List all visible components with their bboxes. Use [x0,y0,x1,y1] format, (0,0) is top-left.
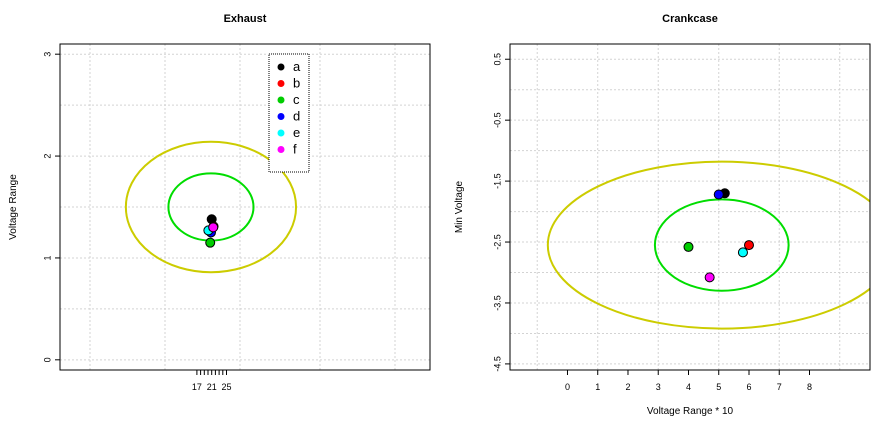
y-tick-label: 0.5 [492,53,502,66]
x-axis-label: Voltage Range * 10 [647,406,734,417]
point-c [683,241,694,252]
legend-marker-f [277,146,285,153]
y-axis: 0 1 2 3 [42,52,60,362]
reference-circles [546,160,870,330]
y-tick-label: 1 [42,255,52,260]
x-tick-label: 2 [625,382,630,392]
x-tick-label: 0 [565,382,570,392]
y-tick-label: 2 [42,154,52,159]
x-tick-label: 21 [207,382,217,392]
panel-crankcase: 0.5 -0.5 -1.5 -2.5 -3.5 -4.5 0 1 2 3 4 5 6 7 8 Crankcas… [454,13,871,417]
legend-label-d: d [293,109,300,124]
outer-circle [546,160,870,330]
x-tick-label: 7 [777,382,782,392]
legend-label-a: a [293,59,301,74]
outer-circle [124,140,298,274]
x-tick-label: 8 [807,382,812,392]
legend-marker-d [277,113,285,120]
points [683,188,754,283]
points [203,214,219,248]
y-tick-label: 3 [42,52,52,57]
x-tick-label: 4 [686,382,691,392]
x-axis: 0 1 2 3 4 5 6 7 8 [565,370,812,392]
y-tick-label: 0 [42,357,52,362]
x-tick-label: 17 [192,382,202,392]
x-tick-label: 25 [221,382,231,392]
point-f [208,222,219,233]
point-b [743,240,754,251]
point-e [737,247,748,258]
chart-title: Exhaust [224,13,267,25]
y-tick-label: -1.5 [492,173,502,189]
legend-marker-b [277,80,285,87]
y-axis: 0.5 -0.5 -1.5 -2.5 -3.5 -4.5 [492,53,510,372]
x-axis: 17 21 25 [192,370,232,392]
legend-label-c: c [293,92,300,107]
plot-border [509,43,871,371]
y-tick-label: -4.5 [492,356,502,372]
plot-border [59,43,431,371]
point-d [713,189,724,200]
point-c [205,237,216,248]
y-axis-label: Min Voltage [454,180,465,233]
x-tick-label: 3 [656,382,661,392]
legend-label-b: b [293,76,300,91]
grid [510,44,870,370]
x-tick-label: 6 [746,382,751,392]
legend-box [268,53,310,173]
inner-circle [653,198,790,292]
grid [60,44,430,370]
legend-marker-e [277,129,285,137]
legend-label-e: e [293,125,300,140]
chart-title: Crankcase [662,13,718,25]
y-tick-label: -3.5 [492,295,502,311]
y-axis-label: Voltage Range [8,174,19,240]
legend-marker-a [277,63,285,71]
point-f [704,272,715,283]
legend-label-f: f [293,142,297,157]
legend-marker-c [277,96,285,104]
x-tick-label: 1 [595,382,600,392]
y-tick-label: -0.5 [492,112,502,128]
y-tick-label: -2.5 [492,234,502,250]
x-tick-label: 5 [716,382,721,392]
